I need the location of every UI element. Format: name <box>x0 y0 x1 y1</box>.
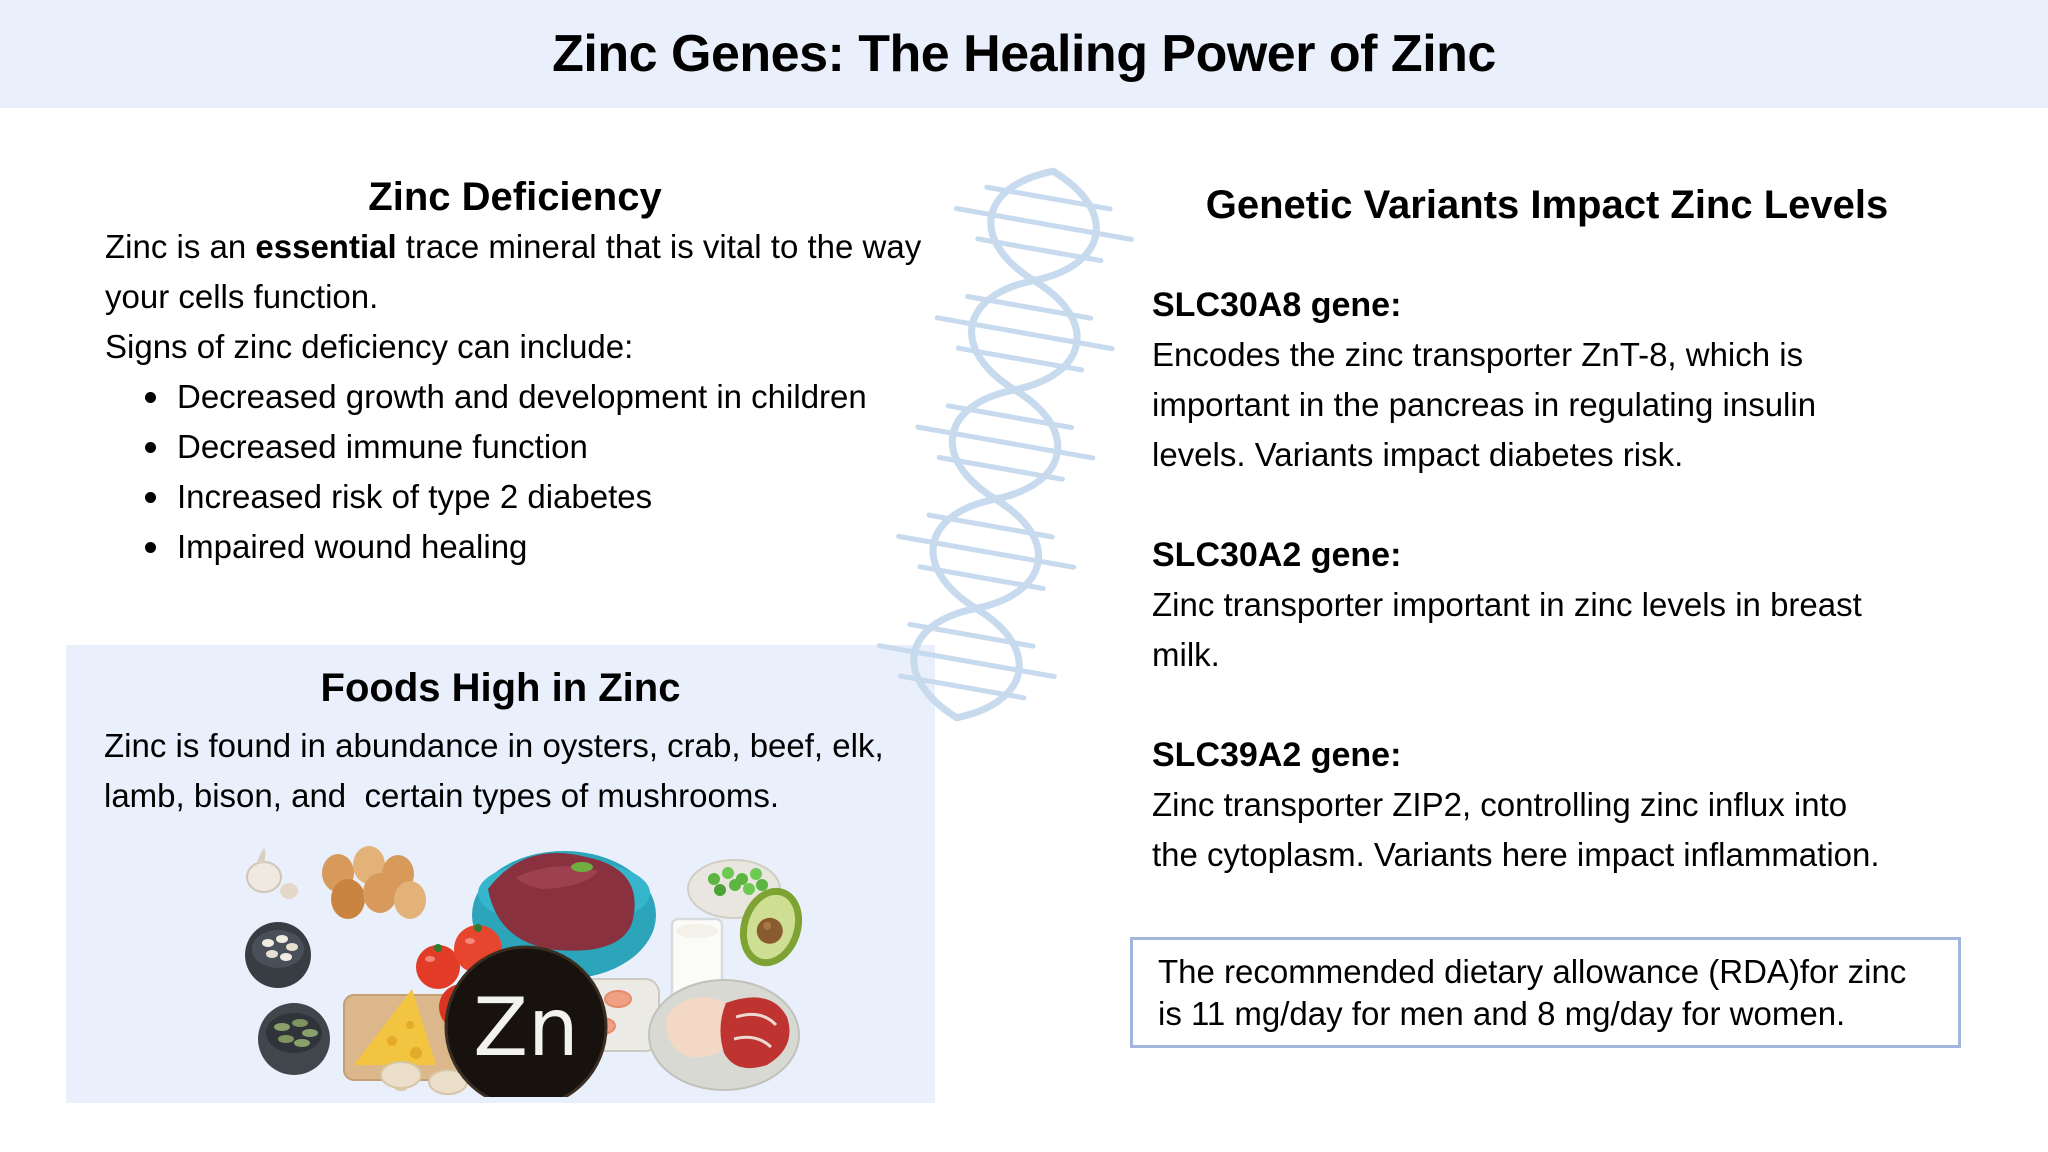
gene-name: SLC39A2 gene: <box>1152 736 1402 774</box>
zinc-deficiency-section: Zinc Deficiency Zinc is an essential tra… <box>105 172 925 572</box>
gene-description: Zinc transporter important in zinc level… <box>1152 586 1862 673</box>
rda-note-text: The recommended dietary allowance (RDA)f… <box>1158 952 1907 1032</box>
page-header: Zinc Genes: The Healing Power of Zinc <box>0 0 2048 108</box>
list-item-label: Decreased immune function <box>177 428 588 465</box>
eggs-icon <box>322 846 426 919</box>
zinc-deficiency-heading: Zinc Deficiency <box>368 175 662 219</box>
deficiency-intro: Zinc is an essential trace mineral that … <box>105 222 925 322</box>
gene-block-slc30a2: SLC30A2 gene: Zinc transporter important… <box>1152 530 1942 680</box>
zinc-foods-image: Zn <box>245 846 803 1097</box>
list-item-label: Increased risk of type 2 diabetes <box>177 478 653 515</box>
foods-body-text: Zinc is found in abundance in oysters, c… <box>104 727 893 814</box>
gene-name: SLC30A8 gene: <box>1152 286 1402 324</box>
intro-prefix: Zinc is an <box>105 228 256 265</box>
pumpkin-seeds-bowl-icon <box>258 1003 330 1075</box>
bullet-icon <box>145 441 156 453</box>
genetic-variants-section: Genetic Variants Impact Zinc Levels SLC3… <box>1152 180 1942 880</box>
beans-bowl-icon <box>245 922 311 988</box>
rda-callout-box: The recommended dietary allowance (RDA)f… <box>1130 937 1961 1048</box>
gene-description: Zinc transporter ZIP2, controlling zinc … <box>1152 786 1880 873</box>
genetics-heading: Genetic Variants Impact Zinc Levels <box>1205 183 1889 227</box>
meat-bowl-icon <box>648 979 800 1091</box>
garlic-icon <box>246 848 298 899</box>
list-item-label: Impaired wound healing <box>177 528 528 565</box>
zn-chalkboard-icon: Zn <box>444 945 608 1097</box>
zn-label: Zn <box>473 981 579 1074</box>
bullet-icon <box>145 541 156 553</box>
dna-helix-image <box>876 167 1134 722</box>
bullet-icon <box>145 391 156 403</box>
list-item: Impaired wound healing <box>145 522 925 572</box>
gene-block-slc30a8: SLC30A8 gene: Encodes the zinc transport… <box>1152 280 1942 480</box>
liver-bowl-icon <box>472 851 656 979</box>
gene-description: Encodes the zinc transporter ZnT-8, whic… <box>1152 336 1817 473</box>
list-item-label: Decreased growth and development in chil… <box>177 378 867 415</box>
avocado-icon <box>739 887 803 967</box>
list-item: Decreased growth and development in chil… <box>145 372 925 422</box>
page-title: Zinc Genes: The Healing Power of Zinc <box>552 25 1496 83</box>
gene-name: SLC30A2 gene: <box>1152 536 1402 574</box>
foods-high-in-zinc-section: Foods High in Zinc Zinc is found in abun… <box>66 645 935 1103</box>
list-item: Decreased immune function <box>145 422 925 472</box>
gene-block-slc39a2: SLC39A2 gene: Zinc transporter ZIP2, con… <box>1152 730 1942 880</box>
deficiency-signs-list: Decreased growth and development in chil… <box>105 372 925 572</box>
bullet-icon <box>145 491 156 503</box>
intro-bold-word: essential <box>255 228 397 265</box>
intro-suffix: trace mineral that is vital to the way y… <box>105 228 922 315</box>
deficiency-signs-label: Signs of zinc deficiency can include: <box>105 328 634 365</box>
list-item: Increased risk of type 2 diabetes <box>145 472 925 522</box>
foods-heading: Foods High in Zinc <box>320 666 681 710</box>
